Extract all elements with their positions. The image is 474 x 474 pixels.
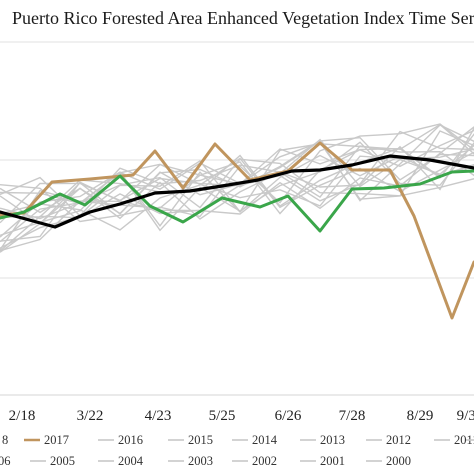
- highlighted-series-lines: [0, 141, 474, 320]
- legend-label: 2001: [320, 454, 345, 468]
- x-tick-label: 4/23: [145, 408, 172, 424]
- legend-label: 06: [0, 454, 11, 468]
- legend-label: 2016: [118, 433, 143, 447]
- series-line-2018: [0, 169, 474, 233]
- x-tick-label: 3/22: [77, 408, 104, 424]
- series-line-background: [0, 126, 474, 236]
- legend-label: 2013: [320, 433, 345, 447]
- legend-label: 2012: [386, 433, 411, 447]
- legend-label: 2004: [118, 454, 144, 468]
- legend-label: 8: [2, 433, 8, 447]
- x-axis-tick-labels: 2/18 3/22 4/23 5/25 6/26 7/28 8/29 9/30: [9, 408, 474, 424]
- legend-label: 2000: [386, 454, 411, 468]
- grid-lines: [0, 41, 474, 396]
- x-tick-label: 7/28: [339, 408, 366, 424]
- legend-label: 2014: [252, 433, 278, 447]
- x-tick-label: 5/25: [209, 408, 236, 424]
- chart-title: Puerto Rico Forested Area Enhanced Veget…: [12, 8, 474, 28]
- x-tick-label: 2/18: [9, 408, 36, 424]
- series-line-mean: [0, 154, 474, 229]
- legend-label: 2011: [454, 433, 474, 447]
- series-line-background: [0, 123, 474, 223]
- series-line-2017: [0, 141, 474, 320]
- legend-label: 2003: [188, 454, 213, 468]
- legend-label: 2002: [252, 454, 277, 468]
- series-line-background: [0, 136, 474, 224]
- x-tick-label: 6/26: [275, 408, 302, 424]
- legend-label: 2005: [50, 454, 75, 468]
- legend-label: 2015: [188, 433, 213, 447]
- legend-label: 2017: [44, 433, 69, 447]
- series-line-background: [0, 145, 474, 225]
- x-tick-label: 8/29: [407, 408, 434, 424]
- legend: 8201720162015201420132012201120620052004…: [0, 433, 474, 468]
- x-tick-label: 9/30: [457, 408, 474, 424]
